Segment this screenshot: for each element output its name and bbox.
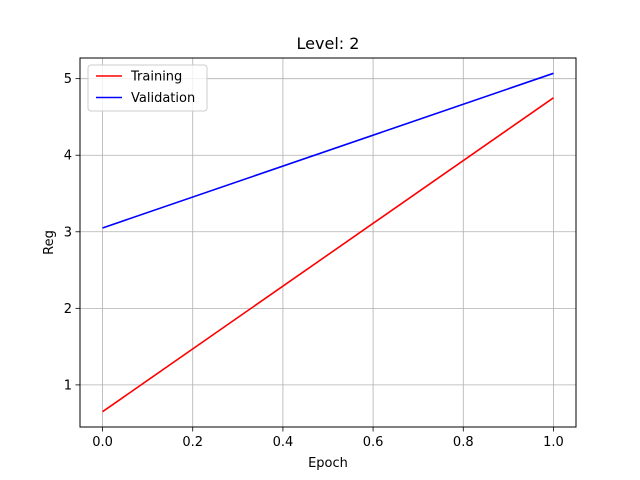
x-tick-label: 0.0 <box>92 435 113 450</box>
chart-title: Level: 2 <box>297 34 360 53</box>
y-tick-label: 2 <box>64 302 72 317</box>
grid <box>80 58 576 427</box>
plot-frame <box>79 57 577 428</box>
y-tick-label: 3 <box>64 225 72 240</box>
y-axis-ticks: 1 2 3 4 5 <box>64 72 80 393</box>
x-tick-label: 1.0 <box>543 435 564 450</box>
series-line-validation <box>102 72 554 229</box>
series-line-training <box>102 97 554 413</box>
x-axis-ticks: 0.0 0.2 0.4 0.6 0.8 1.0 <box>92 427 564 450</box>
legend-label: Training <box>130 70 182 85</box>
x-tick-label: 0.6 <box>363 435 384 450</box>
legend-label: Validation <box>131 91 195 106</box>
x-axis-label: Epoch <box>308 456 348 471</box>
x-tick-label: 0.2 <box>182 435 203 450</box>
legend: Training Validation <box>87 64 208 112</box>
y-axis-label: Reg <box>42 230 57 255</box>
x-tick-label: 0.4 <box>273 435 294 450</box>
y-tick-label: 4 <box>64 149 72 164</box>
x-tick-label: 0.8 <box>453 435 474 450</box>
series-lines <box>102 72 554 413</box>
y-tick-label: 1 <box>64 378 72 393</box>
y-tick-label: 5 <box>64 72 72 87</box>
